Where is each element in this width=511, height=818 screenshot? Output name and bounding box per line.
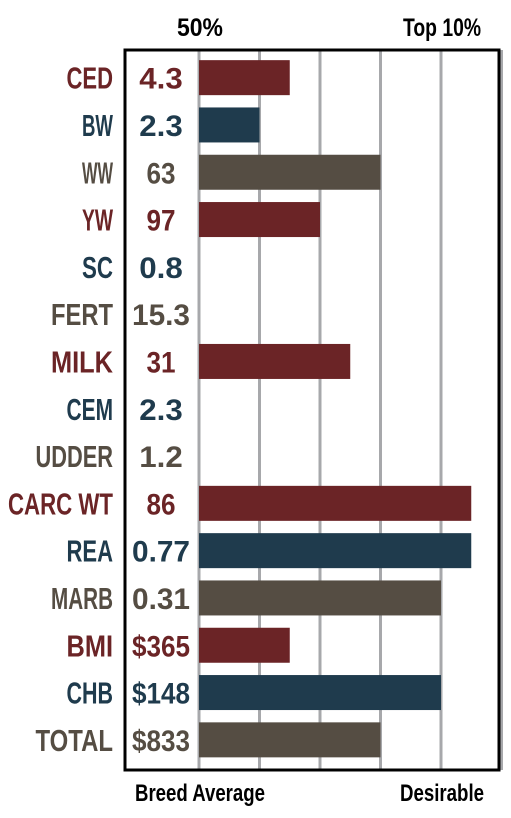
row-label: CED (67, 61, 114, 96)
bar (199, 202, 320, 238)
row-label: REA (67, 534, 114, 569)
row-label: MARB (51, 581, 113, 616)
top-label-50-percent: 50% (177, 14, 223, 42)
row-value: 1.2 (139, 441, 183, 474)
bar (199, 722, 381, 758)
row-value: 63 (147, 157, 176, 190)
row-label: WW (82, 155, 113, 190)
bottom-label-breed-average: Breed Average (135, 780, 265, 807)
bar (199, 485, 472, 521)
row-value: 0.77 (132, 536, 190, 569)
row-value: $148 (132, 678, 190, 711)
row-label: FERT (51, 297, 113, 332)
bar (199, 107, 260, 143)
row-value: 0.8 (139, 252, 183, 285)
bar (199, 343, 351, 379)
row-value: 86 (147, 488, 176, 521)
row-value: 0.31 (132, 583, 190, 616)
row-value: 2.3 (139, 394, 183, 427)
top-label-top-10-percent: Top 10% (403, 14, 481, 42)
row-value: 4.3 (139, 63, 183, 96)
bar (199, 627, 290, 663)
row-value: $365 (132, 630, 190, 663)
row-value: $833 (132, 725, 190, 758)
row-label: CARC WT (8, 486, 113, 521)
bar (199, 580, 441, 616)
row-values: 4.3 2.3 63 97 0.8 15.3 31 2.3 1.2 86 0.77 0.31 $365 $… (132, 63, 190, 758)
row-label: BMI (67, 628, 114, 663)
row-labels: CED BW WW YW SC FERT MILK CEM UDDER CARC WT REA MAR… (8, 61, 113, 758)
chart-frame (123, 48, 501, 772)
row-value: 2.3 (139, 110, 183, 143)
row-value: 15.3 (132, 299, 190, 332)
row-value: 31 (147, 346, 176, 379)
row-label: TOTAL (36, 723, 114, 758)
row-label: YW (82, 203, 113, 238)
bar (199, 154, 381, 190)
row-label: MILK (51, 344, 113, 379)
bar (199, 60, 290, 96)
row-label: CHB (67, 676, 114, 711)
bar (199, 533, 472, 569)
bars (199, 60, 472, 758)
row-label: SC (82, 250, 113, 285)
row-label: CEM (67, 392, 114, 427)
bottom-label-desirable: Desirable (400, 780, 484, 807)
row-label: BW (82, 108, 113, 143)
bar (199, 675, 441, 711)
row-label: UDDER (36, 439, 114, 474)
row-value: 97 (147, 205, 176, 238)
